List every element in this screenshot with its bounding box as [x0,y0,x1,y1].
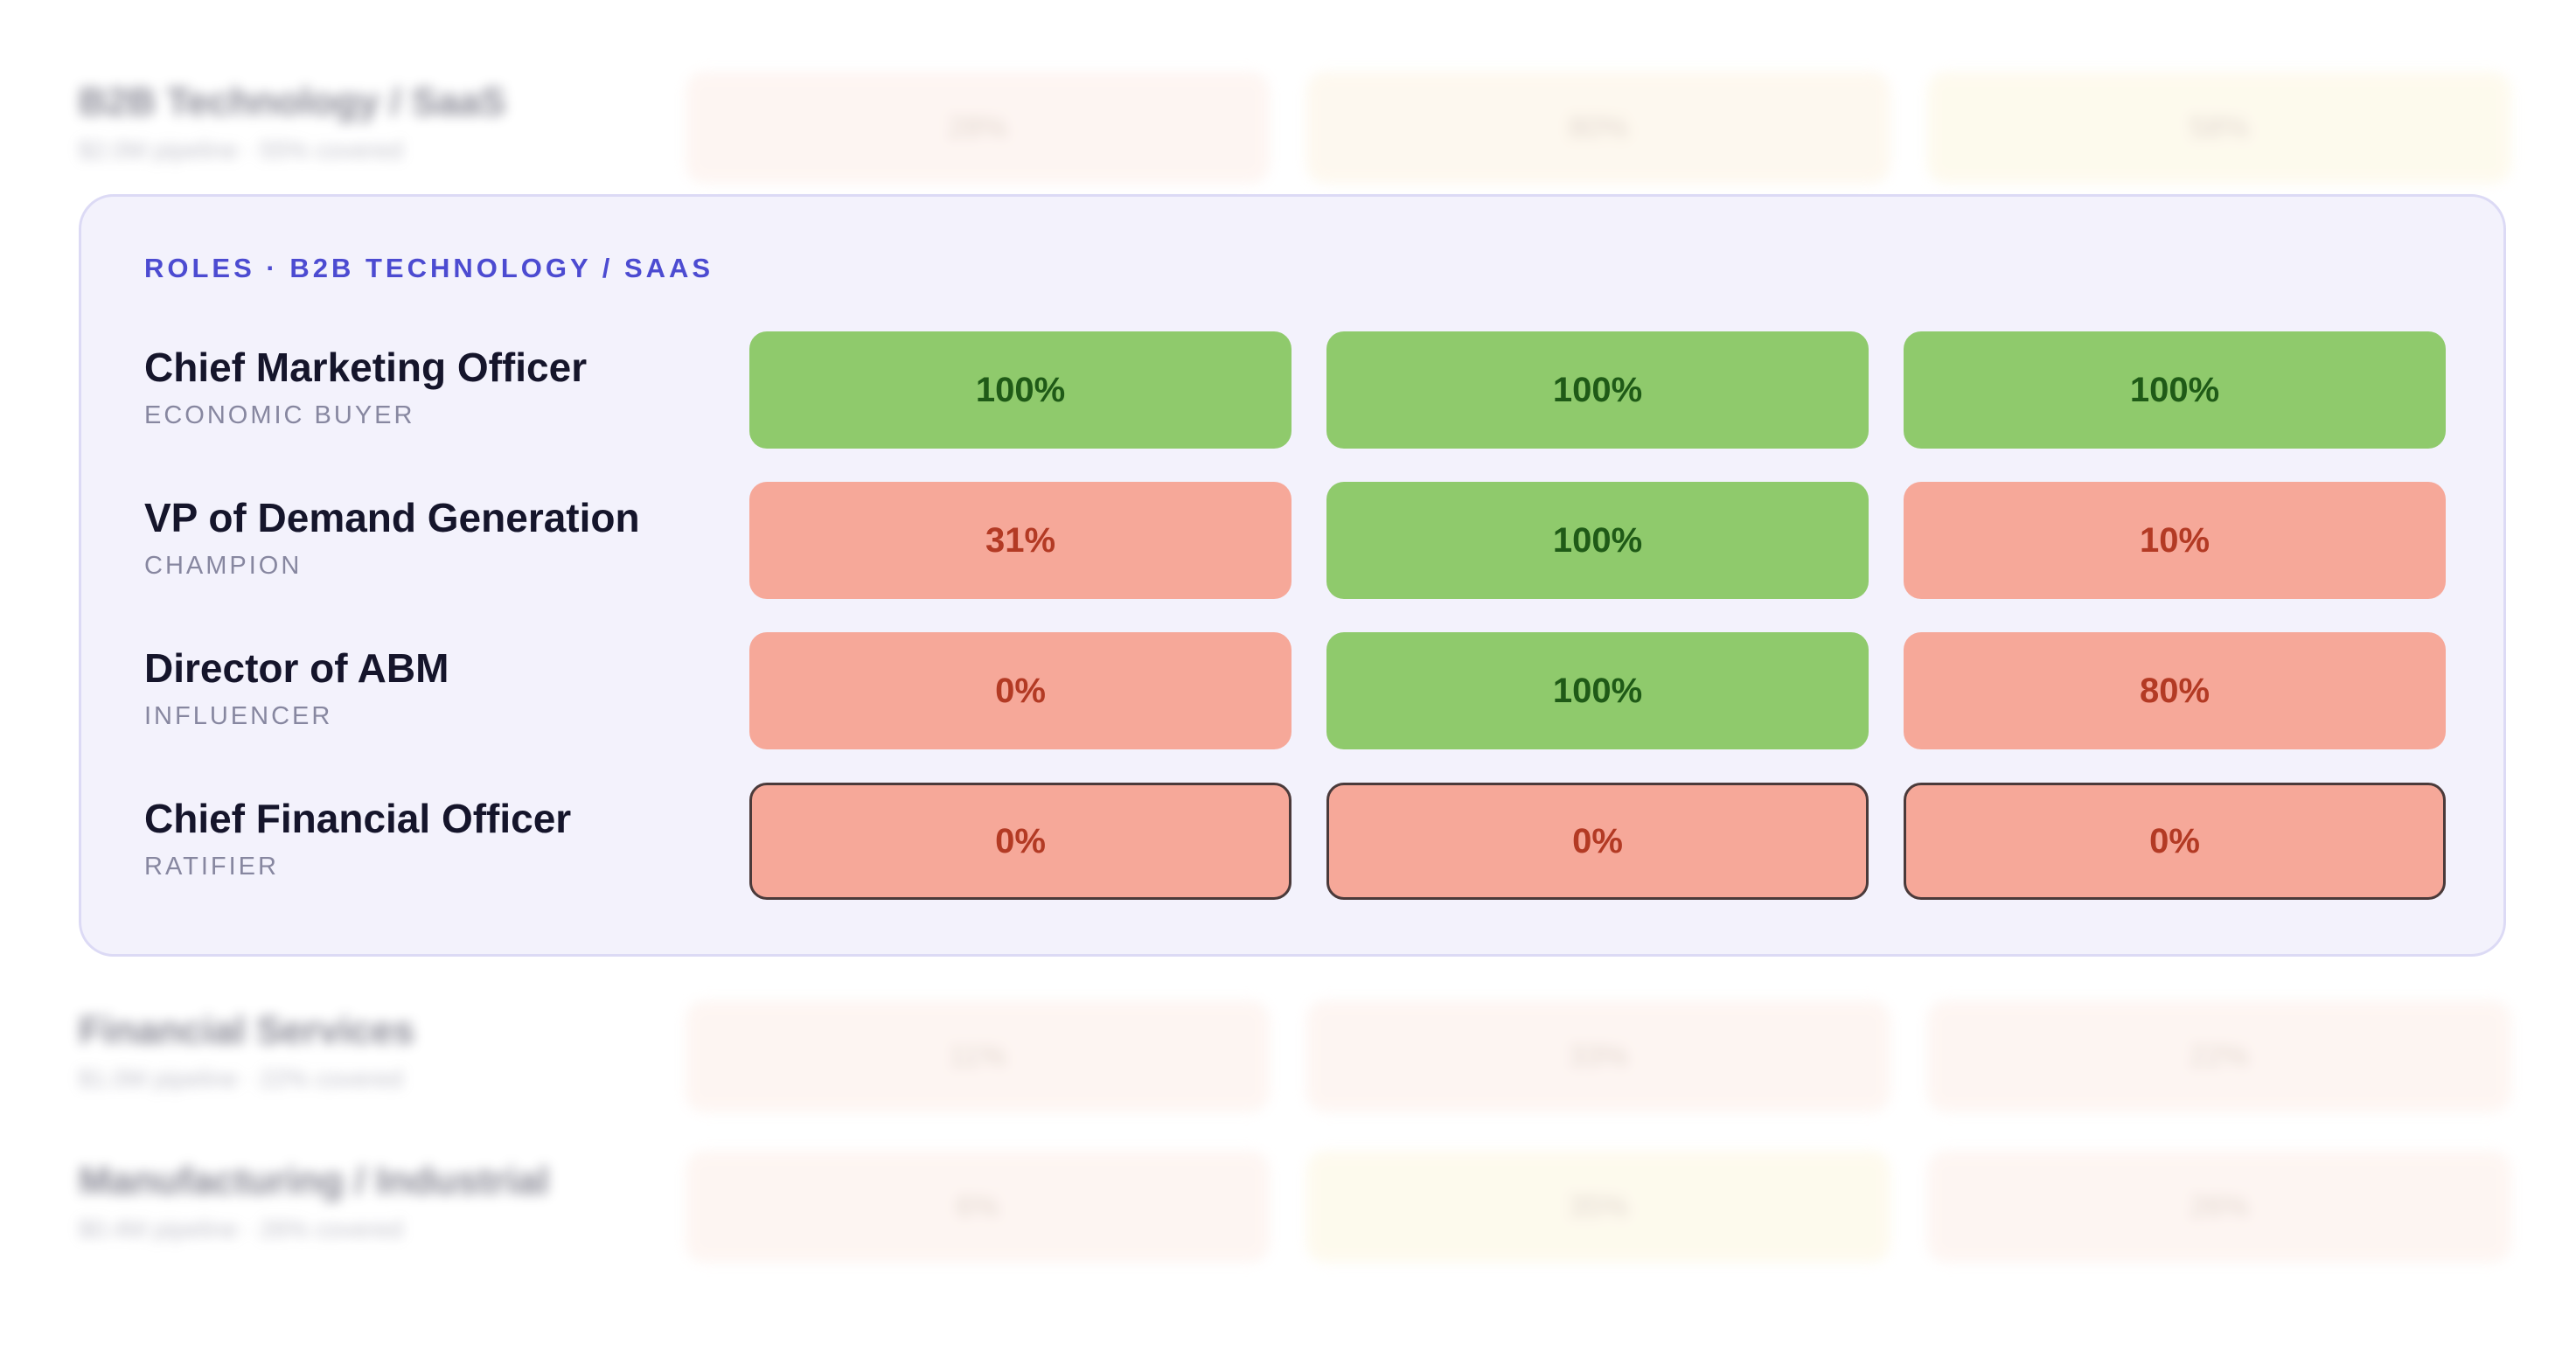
role-name: Chief Marketing Officer [144,345,588,390]
role-name: VP of Demand Generation [144,495,640,540]
roles-panel-heading: ROLES · B2B TECHNOLOGY / SAAS [144,253,714,283]
segment-cell[interactable]: 11% [686,1000,1270,1112]
role-type: CHAMPION [144,552,303,580]
role-row-chief-marketing-officer: Chief Marketing Officer ECONOMIC BUYER 1… [81,331,2503,449]
coverage-cell[interactable]: 10% [1904,482,2446,599]
segment-subtitle: $0.4M pipeline · 26% covered [79,1215,403,1243]
segment-title: Manufacturing / Industrial [79,1160,549,1202]
segment-subtitle: $2.0M pipeline · 55% covered [79,136,403,164]
role-row-chief-financial-officer: Chief Financial Officer RATIFIER 0% 0% 0… [81,783,2503,900]
segment-cell[interactable]: 35% [1306,1151,1890,1263]
coverage-cell[interactable]: 0% [1904,783,2446,900]
role-name: Director of ABM [144,645,449,691]
coverage-cell[interactable]: 0% [1326,783,1869,900]
coverage-cell[interactable]: 100% [1326,482,1869,599]
roles-panel: ROLES · B2B TECHNOLOGY / SAAS Chief Mark… [79,194,2506,957]
role-type: INFLUENCER [144,702,333,730]
segment-title: B2B Technology / SaaS [79,80,506,123]
role-row-vp-demand-generation: VP of Demand Generation CHAMPION 31% 100… [81,482,2503,599]
segment-cell[interactable]: 28% [686,72,1270,184]
segment-row-financial-services[interactable]: Financial Services $1.0M pipeline · 22% … [79,1000,2511,1112]
segment-cell[interactable]: 80% [1306,72,1890,184]
coverage-cell[interactable]: 100% [1904,331,2446,449]
role-type: ECONOMIC BUYER [144,401,415,429]
role-row-director-of-abm: Director of ABM INFLUENCER 0% 100% 80% [81,632,2503,749]
segment-title: Financial Services [79,1009,414,1052]
segment-row-b2b-technology[interactable]: B2B Technology / SaaS $2.0M pipeline · 5… [79,72,2511,184]
coverage-cell[interactable]: 100% [749,331,1291,449]
segment-row-manufacturing-industrial[interactable]: Manufacturing / Industrial $0.4M pipelin… [79,1151,2511,1263]
segment-cell[interactable]: 58% [1927,72,2511,184]
coverage-cell[interactable]: 100% [1326,331,1869,449]
coverage-cell[interactable]: 31% [749,482,1291,599]
coverage-cell[interactable]: 0% [749,632,1291,749]
segment-cell[interactable]: 26% [1927,1151,2511,1263]
role-type: RATIFIER [144,853,279,881]
coverage-cell[interactable]: 0% [749,783,1291,900]
segment-subtitle: $1.0M pipeline · 22% covered [79,1065,403,1092]
segment-cell[interactable]: 6% [686,1151,1270,1263]
coverage-cell[interactable]: 80% [1904,632,2446,749]
coverage-cell[interactable]: 100% [1326,632,1869,749]
segment-cell[interactable]: 33% [1306,1000,1890,1112]
role-name: Chief Financial Officer [144,796,572,841]
segment-cell[interactable]: 22% [1927,1000,2511,1112]
